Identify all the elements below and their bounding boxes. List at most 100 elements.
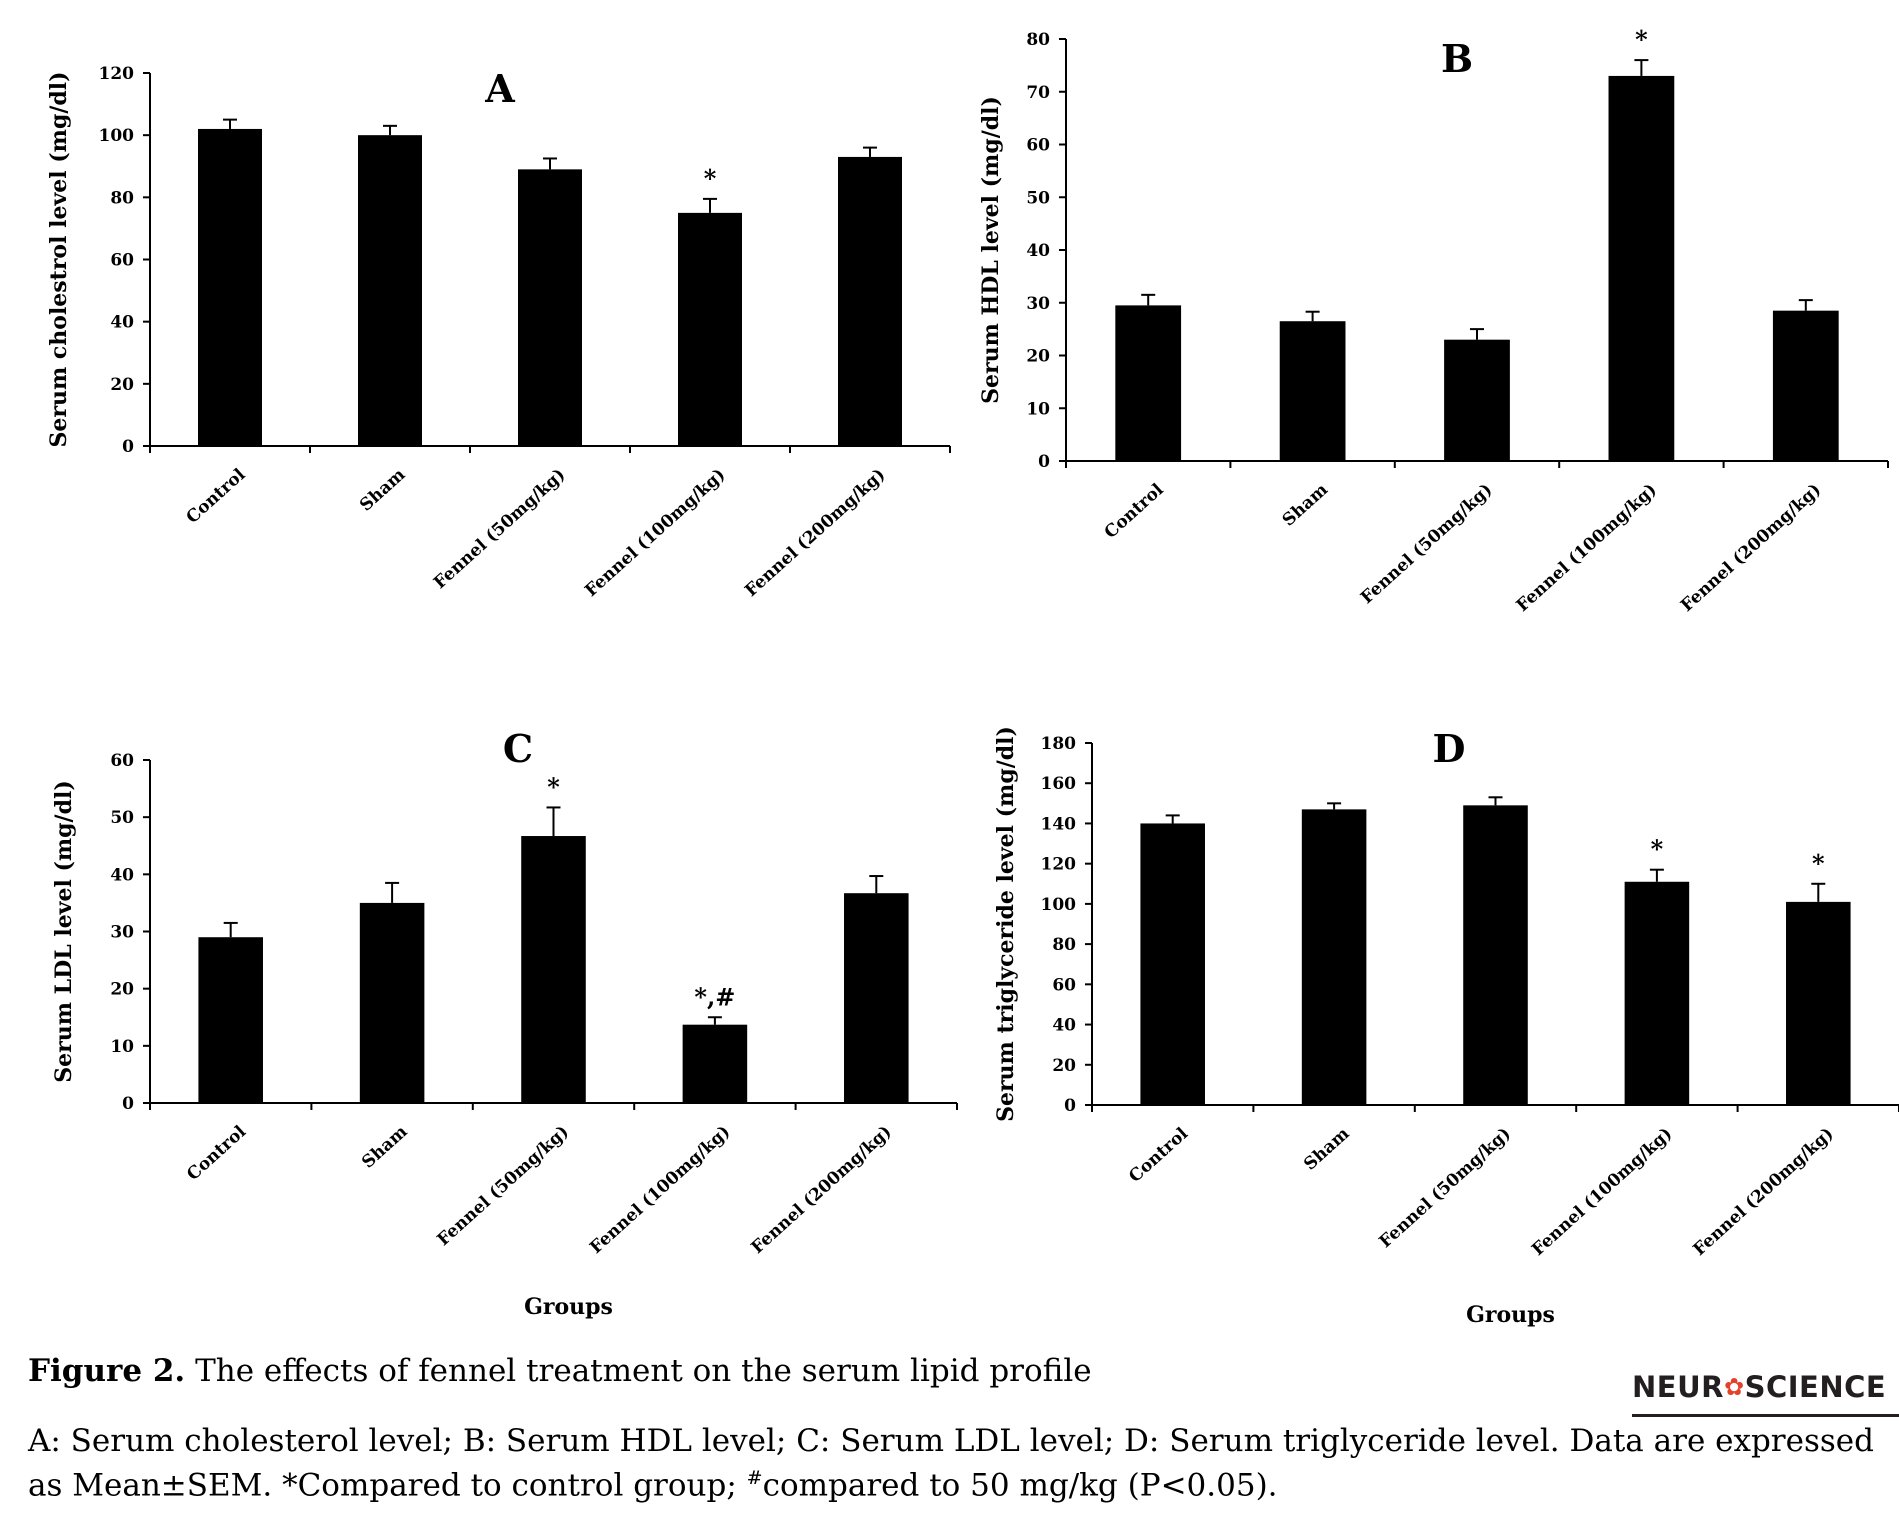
x-tick-label: Sham bbox=[1279, 480, 1332, 531]
bar bbox=[198, 128, 262, 446]
y-tick-label: 120 bbox=[99, 64, 135, 84]
x-axis-label: Groups bbox=[524, 1294, 613, 1320]
logo-mark-icon: ✿ bbox=[1723, 1373, 1745, 1401]
y-tick-label: 180 bbox=[1041, 734, 1077, 754]
bar bbox=[1786, 901, 1851, 1105]
x-tick-label: Sham bbox=[356, 465, 409, 516]
logo-text-right: SCIENCE bbox=[1744, 1370, 1887, 1404]
panel-letter: C bbox=[503, 726, 533, 771]
logo-text-left: NEUR bbox=[1632, 1370, 1724, 1404]
y-tick-label: 100 bbox=[99, 126, 135, 146]
x-tick-label: Control bbox=[183, 1121, 250, 1184]
bar bbox=[682, 1024, 748, 1103]
x-tick-label: Fennel (100mg/kg) bbox=[1528, 1124, 1676, 1260]
y-tick-label: 40 bbox=[110, 313, 134, 333]
bar bbox=[1115, 305, 1182, 461]
bar bbox=[358, 135, 422, 446]
y-axis-label: Serum HDL level (mg/dl) bbox=[978, 96, 1004, 404]
y-tick-label: 0 bbox=[1064, 1096, 1076, 1116]
y-tick-label: 0 bbox=[122, 1094, 134, 1114]
y-tick-label: 10 bbox=[1026, 399, 1050, 419]
y-tick-label: 100 bbox=[1041, 895, 1077, 915]
y-axis-label: Serum LDL level (mg/dl) bbox=[51, 780, 77, 1083]
panel-letter: D bbox=[1433, 726, 1466, 771]
y-tick-label: 0 bbox=[1038, 452, 1050, 472]
x-tick-label: Fennel (200mg/kg) bbox=[748, 1122, 896, 1258]
bar bbox=[844, 893, 909, 1103]
x-axis-label: Groups bbox=[1466, 1302, 1555, 1328]
chart-panel-a: 0 20 40 60 80 100 120 Control Sham Fennel (50mg/k… bbox=[46, 64, 951, 601]
y-tick-label: 120 bbox=[1041, 855, 1077, 875]
bar bbox=[678, 212, 742, 446]
chart-panel-d: 0 20 40 60 80 100 120 140 160 180 Control Sham Fenne… bbox=[993, 726, 1899, 1328]
y-tick-label: 30 bbox=[1026, 294, 1050, 314]
y-tick-label: 80 bbox=[110, 188, 134, 208]
y-tick-label: 10 bbox=[110, 1037, 134, 1057]
y-tick-label: 60 bbox=[110, 751, 134, 771]
x-tick-label: Fennel (50mg/kg) bbox=[434, 1122, 573, 1250]
x-tick-label: Sham bbox=[358, 1122, 411, 1173]
bar bbox=[521, 836, 586, 1103]
y-tick-label: 40 bbox=[110, 865, 134, 885]
y-tick-label: 20 bbox=[110, 375, 134, 395]
bar bbox=[359, 902, 425, 1103]
y-tick-label: 40 bbox=[1026, 241, 1050, 261]
y-tick-label: 60 bbox=[110, 251, 134, 271]
y-tick-label: 160 bbox=[1041, 774, 1077, 794]
significance-label: *,# bbox=[694, 982, 735, 1011]
bar bbox=[1624, 881, 1690, 1105]
figure-title: The effects of fennel treatment on the s… bbox=[185, 1353, 1092, 1389]
y-tick-label: 40 bbox=[1052, 1016, 1076, 1036]
y-tick-label: 60 bbox=[1052, 975, 1076, 995]
x-tick-label: Fennel (100mg/kg) bbox=[581, 465, 729, 601]
y-tick-label: 20 bbox=[110, 980, 134, 1000]
chart-panel-c: 0 10 20 30 40 50 60 Control Sham * Fennel (50mg/kg… bbox=[51, 726, 958, 1320]
x-tick-label: Fennel (200mg/kg) bbox=[1690, 1124, 1838, 1260]
x-tick-label: Fennel (200mg/kg) bbox=[741, 465, 889, 601]
x-tick-label: Fennel (100mg/kg) bbox=[1513, 480, 1661, 616]
x-tick-label: Fennel (100mg/kg) bbox=[586, 1122, 734, 1258]
chart-panel-b: 0 10 20 30 40 50 60 70 80 Control Sham Fennel (50mg… bbox=[978, 25, 1889, 616]
significance-label: * bbox=[547, 772, 560, 801]
y-tick-label: 20 bbox=[1052, 1056, 1076, 1076]
bar bbox=[1301, 809, 1367, 1105]
significance-label: * bbox=[704, 164, 717, 193]
x-tick-label: Fennel (50mg/kg) bbox=[1376, 1124, 1515, 1252]
y-tick-label: 0 bbox=[122, 437, 134, 457]
bar bbox=[1608, 75, 1675, 462]
y-tick-label: 70 bbox=[1026, 83, 1050, 103]
bar bbox=[1279, 321, 1346, 461]
y-tick-label: 80 bbox=[1026, 30, 1050, 50]
figure-caption-body: A: Serum cholesterol level; B: Serum HDL… bbox=[28, 1423, 1888, 1504]
bar bbox=[838, 156, 902, 447]
x-tick-label: Fennel (200mg/kg) bbox=[1677, 480, 1825, 616]
bar bbox=[1772, 310, 1839, 461]
y-tick-label: 60 bbox=[1026, 136, 1050, 156]
x-tick-label: Control bbox=[183, 464, 250, 527]
y-tick-label: 20 bbox=[1026, 347, 1050, 367]
significance-label: * bbox=[1812, 849, 1825, 878]
caption-text-2: compared to 50 mg/kg (P<0.05). bbox=[762, 1467, 1278, 1504]
bar bbox=[1444, 339, 1510, 461]
significance-label: * bbox=[1635, 25, 1648, 54]
x-tick-label: Sham bbox=[1300, 1124, 1353, 1175]
y-axis-label: Serum triglyceride level (mg/dl) bbox=[993, 726, 1019, 1122]
significance-label: * bbox=[1651, 835, 1664, 864]
figure-caption-title: Figure 2. The effects of fennel treatmen… bbox=[28, 1353, 1092, 1389]
x-tick-label: Control bbox=[1125, 1123, 1192, 1186]
x-tick-label: Fennel (50mg/kg) bbox=[430, 465, 569, 593]
y-tick-label: 30 bbox=[110, 923, 134, 943]
caption-text-1: A: Serum cholesterol level; B: Serum HDL… bbox=[28, 1423, 1874, 1504]
figure-number: Figure 2. bbox=[28, 1353, 186, 1389]
panel-letter: A bbox=[484, 66, 515, 111]
bar bbox=[1140, 823, 1205, 1105]
y-tick-label: 80 bbox=[1052, 935, 1076, 955]
x-tick-label: Fennel (50mg/kg) bbox=[1357, 480, 1496, 608]
panel-letter: B bbox=[1441, 36, 1473, 81]
bar bbox=[198, 937, 263, 1103]
y-tick-label: 140 bbox=[1041, 814, 1077, 834]
y-tick-label: 50 bbox=[110, 808, 134, 828]
journal-logo: NEUR✿SCIENCE bbox=[1632, 1370, 1899, 1417]
y-axis-label: Serum cholestrol level (mg/dl) bbox=[46, 71, 72, 447]
